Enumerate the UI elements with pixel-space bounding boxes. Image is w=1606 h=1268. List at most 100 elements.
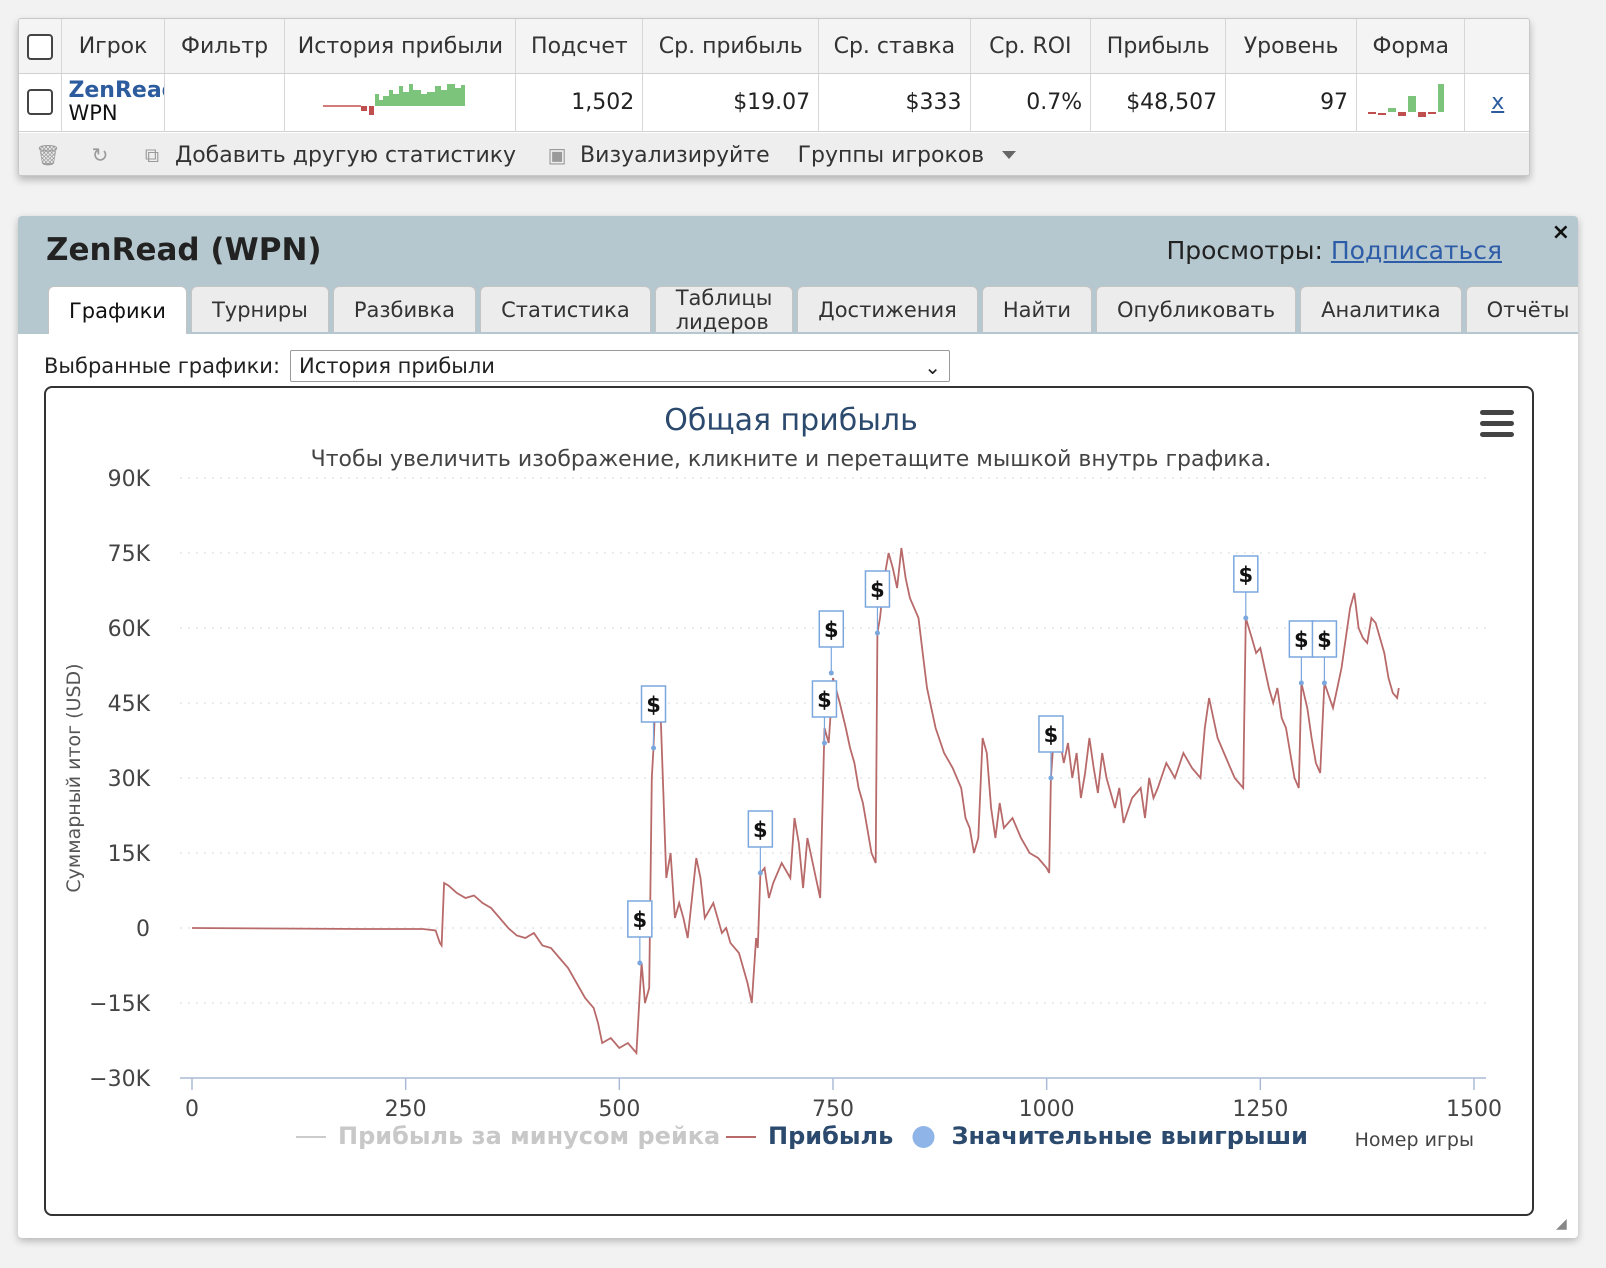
player-network: WPN (68, 101, 118, 125)
y-tick-label: 60K (108, 617, 151, 642)
y-tick-label: 75K (108, 542, 151, 567)
filter-cell[interactable] (164, 73, 286, 132)
big-win-point (1321, 680, 1327, 686)
tab-7[interactable]: Опубликовать (1096, 286, 1297, 332)
remove-player-link[interactable]: x (1464, 73, 1529, 132)
tab-0[interactable]: Графики (48, 286, 187, 334)
stats-panel: Игрок Фильтр История прибыли Подсчет Ср.… (18, 18, 1530, 176)
big-win-flag (818, 610, 845, 648)
image-icon: ▣ (547, 143, 567, 167)
add-stat-label: Добавить другую статистику (175, 142, 517, 168)
legend-item-2[interactable]: Значительные выигрыши (952, 1122, 1308, 1150)
profit-history-sparkline[interactable] (284, 73, 517, 132)
resize-grip-icon[interactable]: ◢ (1556, 1216, 1567, 1232)
column-header-avg-profit[interactable]: Ср. прибыль (642, 19, 820, 74)
tab-1[interactable]: Турниры (190, 286, 329, 332)
views-label: Просмотры: (1166, 236, 1323, 265)
chevron-down-icon: ⌄ (924, 355, 942, 379)
player-groups-dropdown[interactable]: Группы игроков (798, 143, 1017, 168)
selected-graph-label: Выбранные графики: (44, 354, 281, 378)
visualize-button[interactable]: ▣ Визуализируйте (544, 142, 770, 168)
trash-icon[interactable]: 🗑 (35, 143, 61, 167)
subscribe-link[interactable]: Подписаться (1330, 236, 1502, 265)
big-win-flag (1233, 555, 1259, 593)
row-select-cell (19, 73, 63, 132)
column-header-avg-stake[interactable]: Ср. ставка (818, 19, 971, 74)
tab-3[interactable]: Статистика (480, 286, 651, 332)
avg-profit-cell: $19.07 (642, 73, 820, 132)
big-win-point (757, 870, 763, 876)
big-win-flag (627, 900, 653, 938)
legend-swatch-2 (912, 1126, 935, 1148)
big-win-point (828, 670, 834, 676)
selected-graph-select[interactable]: История прибыли ⌄ (290, 350, 951, 382)
column-header-player[interactable]: Игрок (61, 19, 165, 74)
big-win-flag (864, 570, 891, 608)
tab-4[interactable]: Таблицы лидеров (654, 286, 794, 334)
column-header-avg-roi[interactable]: Ср. ROI (970, 19, 1092, 74)
big-win-flag-label: $ (1294, 628, 1309, 652)
big-win-flag-label: $ (870, 578, 885, 602)
big-win-flag-label: $ (1044, 723, 1059, 747)
profit-sparkline-icon (323, 84, 466, 115)
close-icon[interactable]: × (1551, 220, 1570, 245)
visualize-label: Визуализируйте (580, 142, 770, 168)
legend-item-0[interactable]: Прибыль за минусом рейка (338, 1122, 720, 1150)
x-tick-label: 500 (598, 1097, 640, 1122)
y-tick-label: 30K (108, 767, 151, 792)
column-header-profit-history[interactable]: История прибыли (284, 19, 517, 74)
chart-title: Общая прибыль (664, 403, 918, 438)
column-header-filter[interactable]: Фильтр (164, 19, 286, 74)
form-sparkline (1356, 73, 1466, 132)
big-win-flag (1288, 620, 1315, 658)
tab-2[interactable]: Разбивка (332, 286, 477, 332)
column-header-count[interactable]: Подсчет (515, 19, 644, 74)
column-header-remove (1464, 19, 1529, 74)
big-win-flag-label: $ (824, 618, 839, 642)
big-win-flag (747, 810, 774, 848)
column-header-ability[interactable]: Уровень (1225, 19, 1358, 74)
player-name-link[interactable]: ZenRead (68, 78, 163, 103)
select-all-checkbox[interactable] (27, 33, 54, 60)
row-checkbox[interactable] (27, 89, 54, 115)
player-window: ZenRead (WPN) Просмотры: Подписаться × Г… (18, 216, 1578, 1238)
chart-subtitle: Чтобы увеличить изображение, кликните и … (311, 447, 1272, 472)
big-win-flag (640, 685, 667, 723)
tab-6[interactable]: Найти (981, 286, 1093, 332)
x-tick-label: 750 (812, 1097, 854, 1122)
table-header-row: Игрок Фильтр История прибыли Подсчет Ср.… (19, 19, 1529, 74)
legend-item-1[interactable]: Прибыль (768, 1122, 893, 1150)
big-win-point (1048, 775, 1054, 781)
y-tick-label: 0 (136, 917, 150, 942)
profit-series-line (191, 547, 1400, 1056)
y-tick-label: 90K (108, 467, 151, 492)
stats-table: Игрок Фильтр История прибыли Подсчет Ср.… (19, 19, 1529, 132)
add-window-icon: ⧉ (144, 143, 160, 167)
x-tick-label: 1000 (1019, 1097, 1075, 1122)
big-win-flag (811, 680, 838, 718)
add-stat-button[interactable]: ⧉ Добавить другую статистику (139, 142, 516, 168)
selected-graph-value: История прибыли (299, 354, 495, 378)
table-row: ZenRead WPN (19, 73, 1529, 132)
big-win-point (874, 630, 880, 636)
avg-stake-cell: $333 (818, 73, 971, 132)
chart-menu-icon[interactable] (1480, 410, 1514, 443)
column-header-profit[interactable]: Прибыль (1090, 19, 1227, 74)
tab-5[interactable]: Достижения (797, 286, 978, 332)
big-win-point (821, 740, 827, 746)
y-axis-label: Суммарный итог (USD) (63, 663, 85, 892)
tab-8[interactable]: Аналитика (1300, 286, 1462, 332)
chart-canvas[interactable]: Общая прибыль Чтобы увеличить изображение… (46, 388, 1536, 1218)
refresh-icon[interactable]: ↻ (91, 143, 109, 167)
big-win-flag-label: $ (1238, 563, 1253, 587)
tab-9[interactable]: Отчёты (1465, 286, 1578, 332)
caret-down-icon (1002, 151, 1017, 159)
player-cell: ZenRead WPN (61, 73, 165, 132)
column-header-form[interactable]: Форма (1356, 19, 1466, 74)
big-win-point (651, 745, 657, 751)
selected-graph-row: Выбранные графики: История прибыли ⌄ (44, 350, 951, 382)
profit-chart[interactable]: Общая прибыль Чтобы увеличить изображение… (44, 386, 1534, 1216)
views-area: Просмотры: Подписаться (1166, 236, 1502, 265)
profit-cell: $48,507 (1090, 73, 1227, 132)
big-win-flag (1038, 715, 1064, 753)
